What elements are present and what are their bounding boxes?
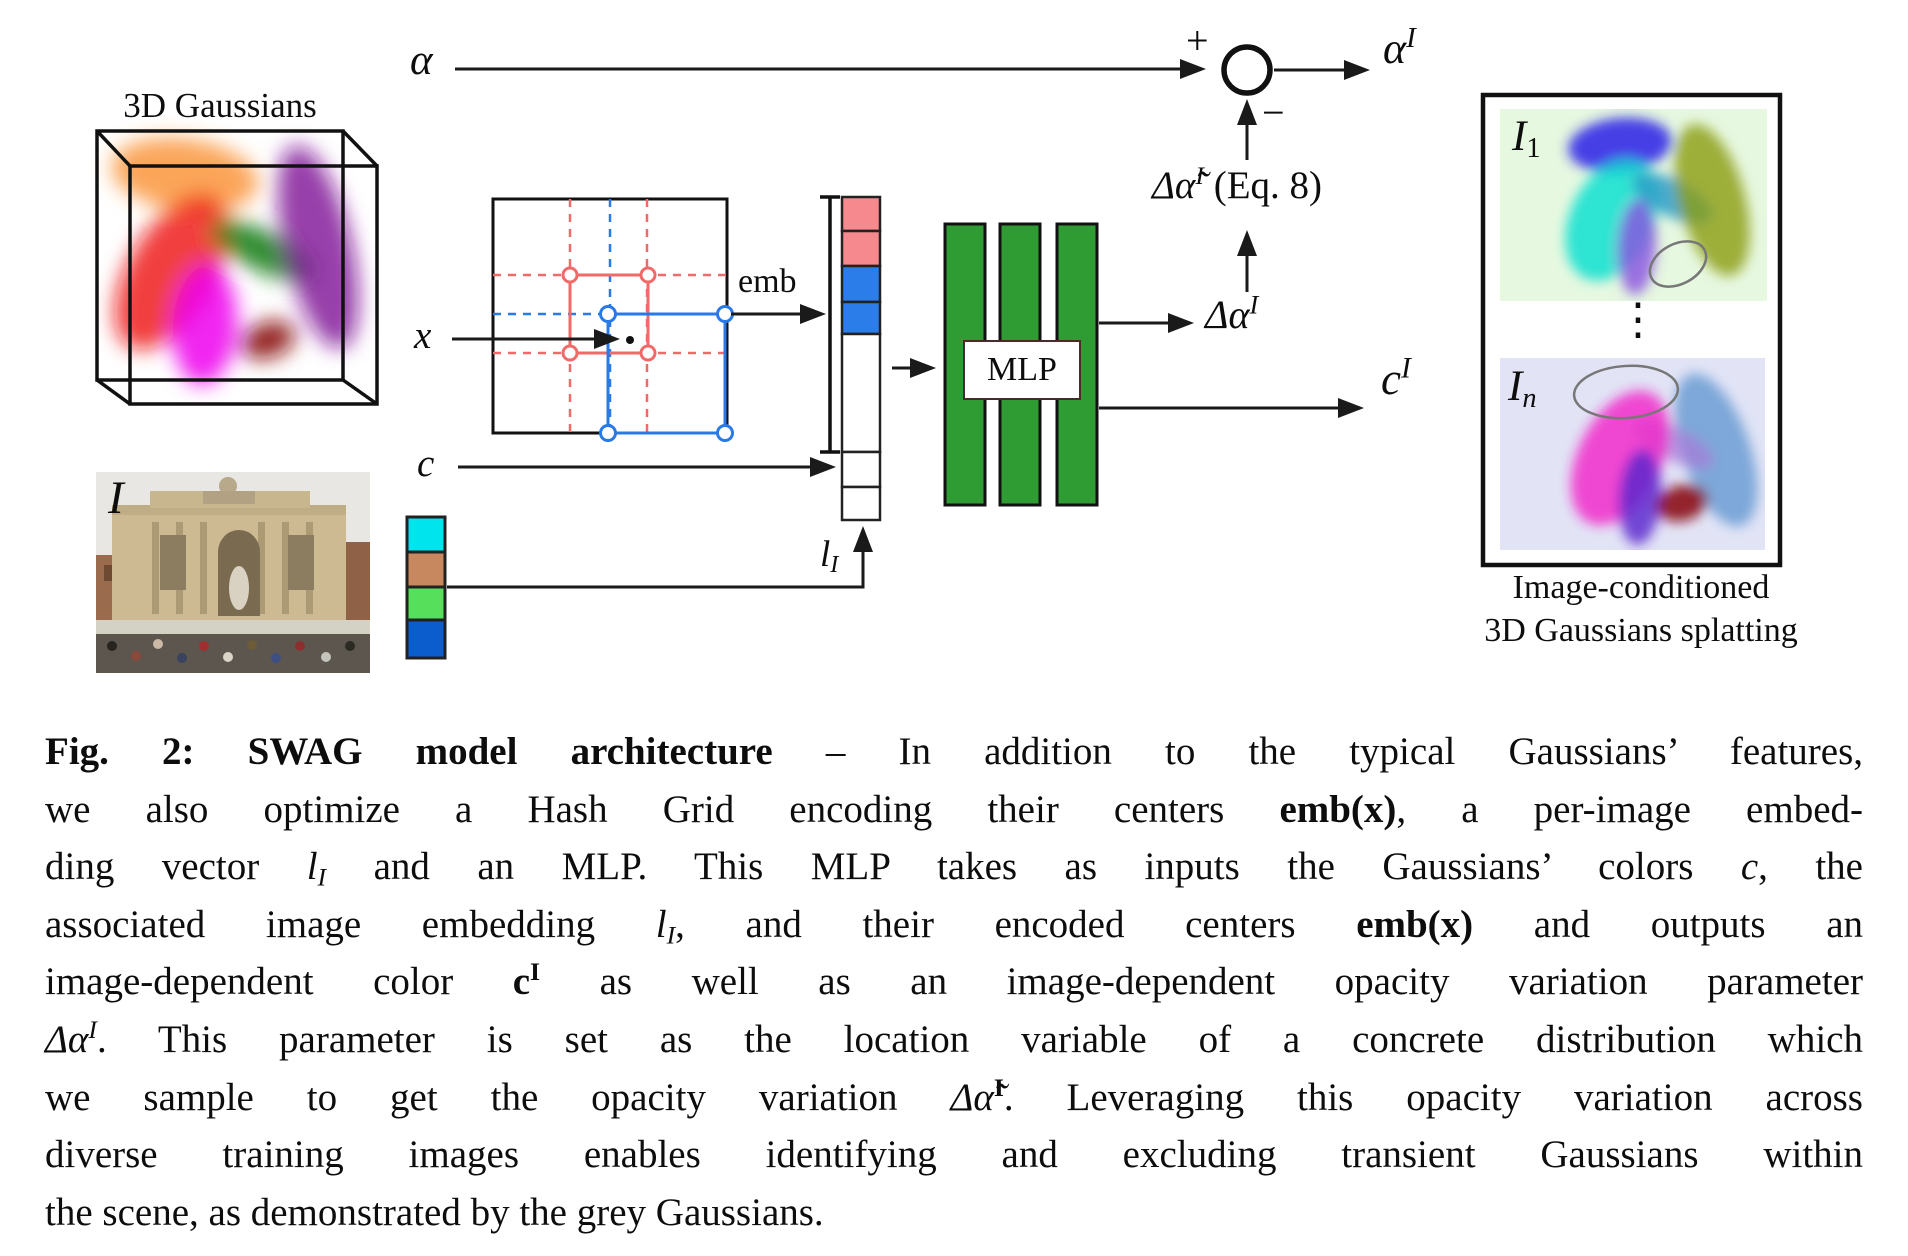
plus-sign: + (1186, 18, 1209, 63)
emb-label: emb (738, 263, 797, 300)
transient-gaussian-outline-1 (1648, 240, 1708, 288)
crowd-dots (107, 639, 355, 663)
c-input-label: c (417, 442, 435, 485)
caption-line: ΔαI. This parameter is set as the locati… (45, 1014, 1863, 1061)
panel2-label: In (1508, 363, 1537, 415)
panel2-gaussians (1570, 364, 1758, 545)
vertical-dots: ⋮ (1616, 295, 1660, 344)
blue-corner-nodes (599, 305, 734, 442)
caption-line: ding vector lI and an MLP. This MLP take… (45, 845, 1863, 892)
caption-line: the scene, as demonstrated by the grey G… (45, 1190, 824, 1234)
panel1-gaussians (1565, 117, 1750, 295)
splatting-panel (1480, 92, 1783, 568)
red-dashed-grid (493, 199, 727, 433)
minus-sign: − (1262, 90, 1285, 135)
mlp-box: MLP (963, 340, 1081, 400)
caption-line: diverse training images enables identify… (45, 1133, 1863, 1177)
3d-gaussians-cube (95, 129, 379, 406)
caption-line: image-dependent color cI as well as an i… (45, 957, 1864, 1004)
gaussian-blob-orange (111, 137, 259, 213)
blue-cell-square (606, 312, 727, 435)
li-vector (405, 515, 447, 660)
cube-wireframe (95, 129, 379, 406)
gaussian-blob-red (114, 194, 230, 350)
caption-line: associated image embedding lI, and their… (45, 902, 1864, 950)
alpha-label: α (410, 37, 433, 84)
li-label: lI (820, 534, 839, 579)
cube-title: 3D Gaussians (123, 86, 317, 125)
caption-line: we sample to get the opacity variation Δ… (45, 1072, 1863, 1119)
trevi-photo (96, 472, 370, 673)
delta-alpha-label: ΔαI (1205, 289, 1259, 337)
red-corner-nodes (561, 266, 657, 362)
sum-junction-circle (1221, 44, 1273, 96)
figure-caption: Fig. 2: SWAG model architecture – In add… (45, 723, 1863, 1241)
gaussian-blob-purple (277, 145, 359, 349)
gaussian-blob-magenta (172, 265, 238, 385)
li-input-arrow (447, 526, 873, 589)
feature-stack (840, 195, 882, 522)
transient-gaussian-outline-n (1572, 364, 1680, 420)
delta-alpha-tilde-label: Δα̃I (Eq. 8) (1152, 160, 1323, 207)
query-point-dot (626, 336, 634, 344)
architecture-diagram (95, 44, 1783, 673)
caption-line: we also optimize a Hash Grid encoding th… (45, 787, 1863, 831)
emb-bracket (820, 195, 840, 454)
color-out-label: cI (1381, 352, 1411, 404)
panel1-label: I1 (1512, 113, 1541, 165)
panel-caption-line2: 3D Gaussians splatting (1484, 612, 1798, 649)
alpha-out-label: αI (1383, 22, 1416, 73)
x-input-label: x (414, 314, 432, 357)
caption-line: Fig. 2: SWAG model architecture – In add… (45, 730, 1864, 773)
image-I-label: I (108, 472, 124, 524)
flow-arrows (447, 59, 1370, 589)
gaussian-blob-darkred (240, 320, 296, 360)
panel-caption-line1: Image-conditioned (1512, 569, 1770, 606)
hash-grid (491, 197, 734, 442)
